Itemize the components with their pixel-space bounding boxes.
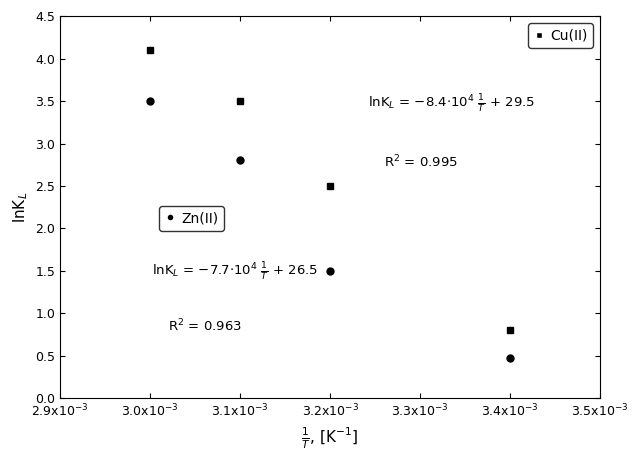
X-axis label: $\frac{1}{T}$, [K$^{-1}$]: $\frac{1}{T}$, [K$^{-1}$]: [301, 426, 359, 451]
Cu(II): [506, 328, 514, 333]
Y-axis label: lnK$_L$: lnK$_L$: [11, 192, 30, 223]
Text: R$^2$ = 0.995: R$^2$ = 0.995: [384, 154, 458, 170]
Cu(II): [147, 47, 154, 53]
Legend: Zn(II): Zn(II): [159, 206, 224, 231]
Zn(II): [236, 158, 244, 163]
Text: lnK$_L$ = $-$7.7$\cdot$10$^4$ $\frac{1}{T}$ + 26.5: lnK$_L$ = $-$7.7$\cdot$10$^4$ $\frac{1}{…: [152, 261, 318, 283]
Cu(II): [236, 98, 244, 104]
Zn(II): [147, 98, 154, 104]
Line: Zn(II): Zn(II): [147, 97, 514, 361]
Text: lnK$_L$ = $-$8.4$\cdot$10$^4$ $\frac{1}{T}$ + 29.5: lnK$_L$ = $-$8.4$\cdot$10$^4$ $\frac{1}{…: [368, 92, 535, 115]
Zn(II): [326, 268, 334, 274]
Zn(II): [506, 355, 514, 360]
Cu(II): [326, 183, 334, 189]
Text: R$^2$ = 0.963: R$^2$ = 0.963: [168, 318, 242, 334]
Line: Cu(II): Cu(II): [147, 47, 514, 334]
